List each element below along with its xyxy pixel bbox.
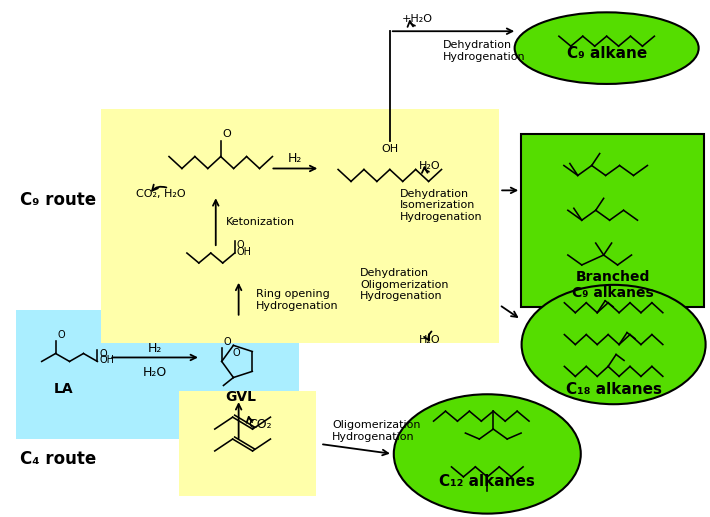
- Text: O: O: [99, 348, 107, 358]
- Text: O: O: [58, 329, 65, 340]
- FancyBboxPatch shape: [102, 109, 499, 343]
- Text: H₂: H₂: [148, 342, 163, 355]
- Text: Dehydration
Hydrogenation: Dehydration Hydrogenation: [442, 40, 525, 62]
- Ellipse shape: [394, 394, 581, 513]
- Text: C₁₈ alkanes: C₁₈ alkanes: [566, 382, 662, 397]
- Text: H₂O: H₂O: [143, 366, 167, 379]
- Text: C₉ alkane: C₉ alkane: [567, 45, 647, 60]
- Text: H₂: H₂: [288, 152, 302, 165]
- Text: C₁₂ alkanes: C₁₂ alkanes: [439, 474, 535, 489]
- Text: CO₂: CO₂: [248, 418, 272, 431]
- Text: OH: OH: [99, 356, 114, 366]
- Text: O: O: [224, 337, 231, 346]
- Text: +H₂O: +H₂O: [402, 14, 433, 24]
- Text: GVL: GVL: [225, 390, 256, 404]
- Ellipse shape: [522, 285, 706, 404]
- Text: O: O: [233, 348, 240, 358]
- Text: C₄ route: C₄ route: [20, 450, 96, 468]
- FancyBboxPatch shape: [521, 134, 704, 307]
- Text: OH: OH: [236, 247, 251, 257]
- Text: Dehydration
Isomerization
Hydrogenation: Dehydration Isomerization Hydrogenation: [400, 189, 482, 222]
- Text: Ketonization: Ketonization: [226, 217, 295, 227]
- Text: OH: OH: [382, 144, 399, 154]
- Text: O: O: [223, 129, 231, 139]
- Text: O: O: [236, 240, 244, 250]
- Ellipse shape: [515, 12, 699, 84]
- FancyBboxPatch shape: [179, 391, 316, 496]
- Text: H₂O: H₂O: [419, 334, 440, 344]
- Text: Oligomerization
Hydrogenation: Oligomerization Hydrogenation: [332, 420, 420, 442]
- Text: LA: LA: [54, 382, 73, 397]
- Text: C₉ route: C₉ route: [20, 191, 96, 209]
- FancyBboxPatch shape: [16, 310, 300, 439]
- Text: CO₂, H₂O: CO₂, H₂O: [136, 189, 186, 200]
- Text: Dehydration
Oligomerization
Hydrogenation: Dehydration Oligomerization Hydrogenatio…: [360, 268, 449, 301]
- Text: Branched
C₉ alkanes: Branched C₉ alkanes: [572, 270, 653, 300]
- Text: Ring opening
Hydrogenation: Ring opening Hydrogenation: [256, 289, 338, 311]
- Text: H₂O: H₂O: [419, 160, 440, 171]
